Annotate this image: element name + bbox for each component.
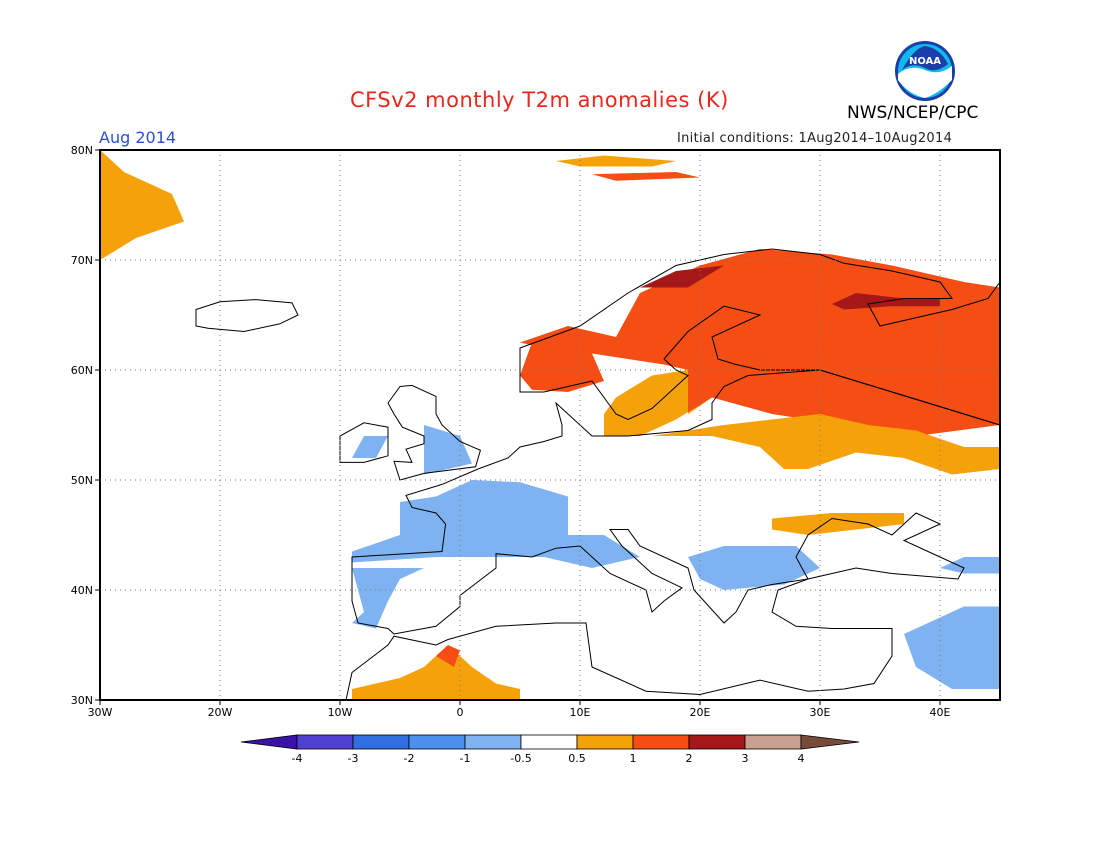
anomaly-region-ireland-cold [352, 436, 388, 458]
anomaly-region-lofoten-dark-red [640, 265, 724, 288]
anomaly-region-iberia-cold [352, 568, 424, 629]
colorbar-segment [296, 734, 354, 750]
chart-title: CFSv2 monthly T2m anomalies (K) [350, 88, 729, 112]
coastline-scandinavia [519, 248, 1000, 426]
lat-tick-label: 50N [71, 474, 93, 487]
lat-tick-label: 40N [71, 584, 93, 597]
colorbar-label: 4 [798, 752, 805, 765]
anomaly-region-west-norway-coast-warm [520, 342, 604, 392]
initial-conditions-label: Initial conditions: 1Aug2014–10Aug2014 [677, 131, 953, 146]
colorbar-segment [520, 734, 578, 750]
coastline-continent [345, 369, 1000, 700]
colorbar-label: -4 [292, 752, 303, 765]
colorbar-label: -0.5 [510, 752, 531, 765]
lon-tick-label: 0 [457, 706, 464, 719]
anomaly-region-central-russia-orange [652, 414, 1000, 475]
colorbar-arrow-low [240, 734, 298, 750]
anomaly-region-caucasus-cold [940, 557, 1000, 574]
anomaly-region-balkans-cold [688, 546, 820, 590]
colorbar: -4 -3 -2 -1 -0.5 0.5 1 2 3 4 [240, 734, 860, 765]
lon-tick-label: 40E [930, 706, 951, 719]
axis-ticks: 30W 20W 10W 0 10E 20E 30E 40E 30N 40N 50N 60N 70N 80N [71, 144, 951, 719]
lon-tick-label: 30W [88, 706, 113, 719]
anomaly-region-svalbard-red [592, 172, 700, 181]
lat-tick-label: 70N [71, 254, 93, 267]
coastline-iceland [195, 299, 299, 333]
organization-label: NWS/NCEP/CPC [847, 103, 979, 123]
noaa-logo-icon: NOAA [895, 41, 955, 101]
anomaly-region-n-africa-orange [352, 645, 520, 700]
lon-tick-label: 20W [208, 706, 233, 719]
colorbar-label: -3 [348, 752, 359, 765]
colorbar-segment [744, 734, 802, 750]
colorbar-label: 1 [630, 752, 637, 765]
colorbar-label: 2 [686, 752, 693, 765]
map-frame [99, 149, 1001, 701]
lon-tick-label: 10W [328, 706, 353, 719]
coastlines [195, 248, 1000, 700]
colorbar-label: -2 [404, 752, 415, 765]
colorbar-segment [408, 734, 466, 750]
anomaly-region-n-africa-red [436, 645, 460, 667]
lon-tick-label: 10E [570, 706, 591, 719]
anomaly-region-france-cold [352, 480, 640, 568]
anomaly-region-svalbard-orange [556, 155, 676, 167]
lon-tick-label: 30E [810, 706, 831, 719]
anomaly-region-britain-cold [424, 425, 472, 475]
lon-tick-label: 20E [690, 706, 711, 719]
anomaly-region-norway-sweden-finland-warm [520, 249, 1000, 436]
lat-tick-label: 60N [71, 364, 93, 377]
colorbar-label: 3 [742, 752, 749, 765]
anomaly-region-ukraine-orange [772, 513, 904, 535]
logo-text: NOAA [909, 56, 941, 67]
coastline-britain [387, 384, 482, 481]
lat-tick-label: 30N [71, 694, 93, 707]
colorbar-segment [464, 734, 522, 750]
graticule [100, 150, 1000, 700]
anomaly-region-greenland-orange [100, 150, 184, 260]
colorbar-segment [352, 734, 410, 750]
colorbar-segment [632, 734, 690, 750]
colorbar-arrow-high [800, 734, 860, 750]
anomaly-regions [100, 150, 1000, 700]
colorbar-label: -1 [460, 752, 471, 765]
anomaly-region-anatolia-cold [904, 606, 1000, 689]
lat-tick-label: 80N [71, 144, 93, 157]
colorbar-segment [688, 734, 746, 750]
colorbar-label: 0.5 [568, 752, 586, 765]
period-label: Aug 2014 [99, 128, 177, 147]
colorbar-segment [576, 734, 634, 750]
